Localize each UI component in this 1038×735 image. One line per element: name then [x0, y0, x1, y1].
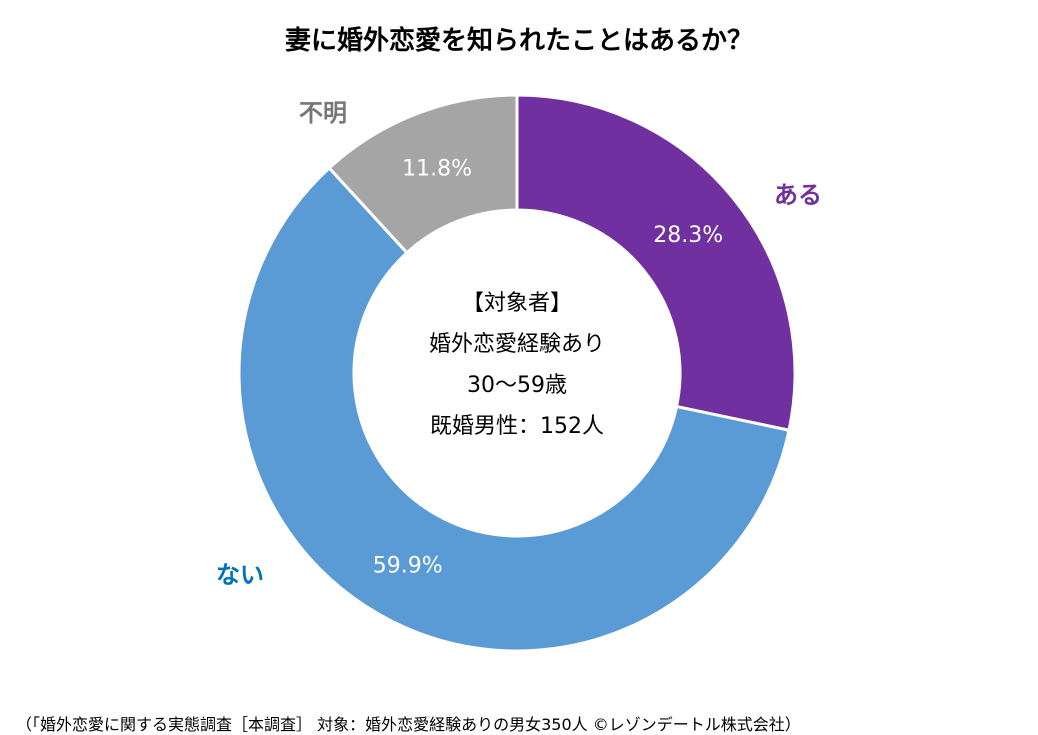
center-line-count: 既婚男性：152人	[430, 414, 604, 439]
slice-3	[327, 93, 519, 255]
slice-2	[237, 165, 791, 653]
center-line-condition: 婚外恋愛経験あり	[428, 332, 605, 357]
slice-1	[515, 93, 797, 433]
center-line-age: 30〜59歳	[467, 373, 567, 398]
source-footnote: （「婚外恋愛に関する実態調査［本調査］ 対象：婚外恋愛経験ありの男女350人 ©…	[16, 715, 801, 734]
value-label-2: 59.9%	[373, 554, 443, 579]
center-line-target: 【対象者】	[461, 291, 572, 316]
chart-title: 妻に婚外恋愛を知られたことはあるか？	[284, 26, 753, 56]
category-label-2: ない	[216, 561, 264, 589]
category-label-3: 不明	[299, 99, 347, 127]
value-label-1: 28.3%	[653, 223, 723, 248]
category-label-1: ある	[774, 181, 822, 209]
value-label-3: 11.8%	[402, 156, 472, 181]
center-annotation: 【対象者】 婚外恋愛経験あり 30〜59歳 既婚男性：152人	[367, 283, 667, 447]
